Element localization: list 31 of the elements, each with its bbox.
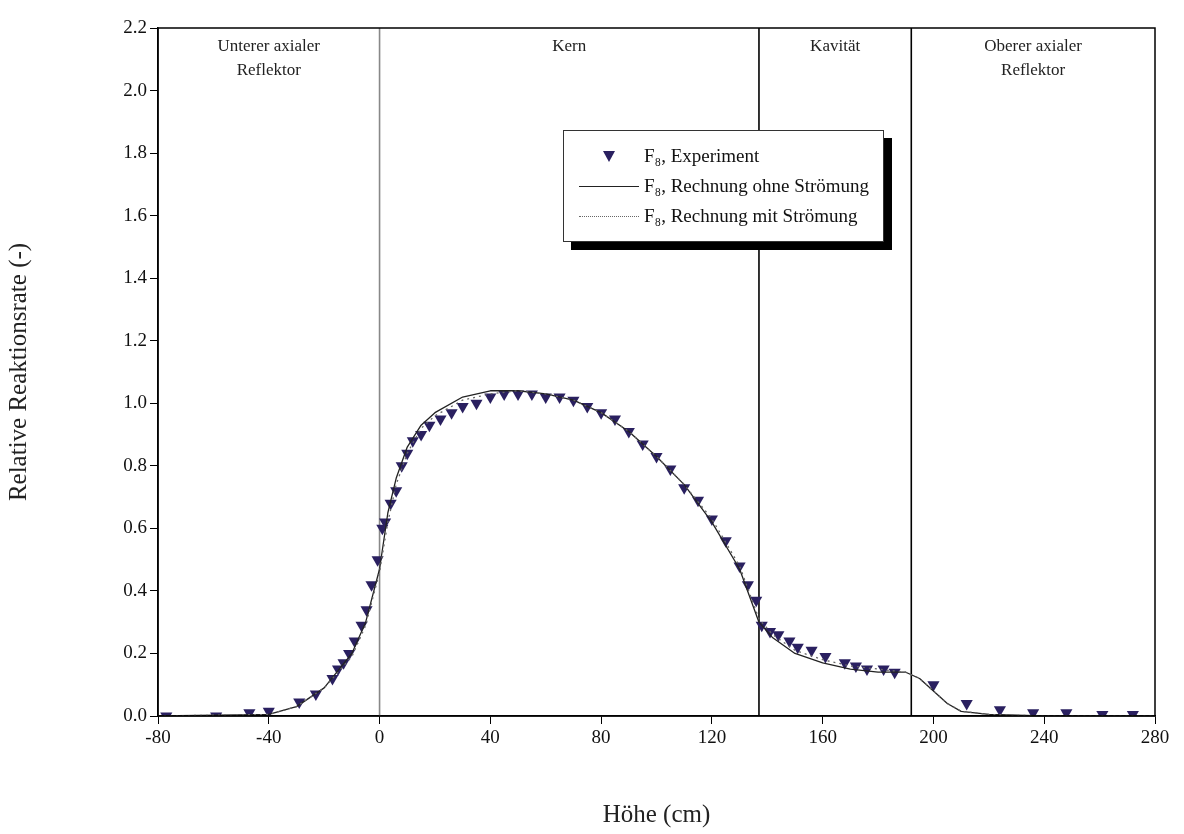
annotation: Kavität bbox=[810, 35, 861, 55]
legend-label: F₈, Experiment bbox=[644, 145, 760, 167]
x-tick-label: 160 bbox=[808, 726, 837, 748]
x-axis-title: Höhe (cm) bbox=[602, 799, 711, 828]
y-tick-label: 2.2 bbox=[123, 15, 147, 37]
y-tick-label: 0.2 bbox=[123, 641, 147, 663]
x-tick-label: 200 bbox=[919, 726, 948, 748]
x-tick-label: 280 bbox=[1140, 726, 1170, 748]
x-tick-label: 40 bbox=[480, 726, 500, 748]
x-tick-label: -40 bbox=[256, 726, 282, 748]
y-tick-label: 0.8 bbox=[123, 453, 147, 475]
y-tick-label: 1.2 bbox=[123, 328, 147, 350]
legend-label: F₈, Rechnung mit Strömung bbox=[644, 205, 858, 227]
x-tick-label: 80 bbox=[591, 726, 611, 748]
y-tick-label: 1.6 bbox=[123, 203, 147, 225]
y-tick-label: 2.0 bbox=[123, 78, 147, 100]
annotation: Kern bbox=[552, 35, 587, 55]
annotation: Oberer axialer Reflektor bbox=[984, 35, 1083, 79]
x-tick-label: -80 bbox=[145, 726, 171, 748]
y-tick-label: 0.6 bbox=[123, 516, 147, 538]
y-tick-label: 1.8 bbox=[123, 141, 147, 163]
annotation: Unterer axialer Reflektor bbox=[217, 35, 321, 79]
y-axis-title: Relative Reaktionsrate (-) bbox=[3, 242, 32, 502]
y-tick-label: 1.4 bbox=[123, 266, 148, 288]
x-tick-label: 240 bbox=[1029, 726, 1059, 748]
x-tick-label: 0 bbox=[374, 726, 385, 748]
y-tick-label: 0.0 bbox=[123, 703, 147, 725]
y-tick-label: 1.0 bbox=[123, 391, 147, 413]
y-tick-label: 0.4 bbox=[123, 578, 148, 600]
x-tick-label: 120 bbox=[697, 726, 727, 748]
legend-label: F₈, Rechnung ohne Strömung bbox=[644, 175, 870, 197]
